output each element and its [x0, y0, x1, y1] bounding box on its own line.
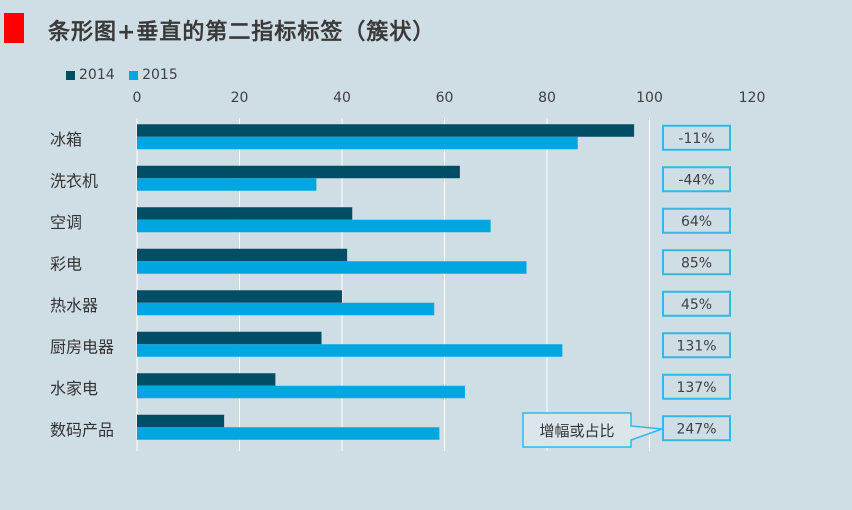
metric-label-box [662, 207, 731, 234]
x-tick-label: 0 [133, 90, 142, 106]
metric-label-box [662, 249, 731, 276]
category-label: 数码产品 [50, 420, 114, 439]
metric-label-box [662, 124, 731, 151]
bar-2015 [137, 385, 465, 399]
metric-label-box [662, 415, 731, 442]
legend-label-2015: 2015 [142, 67, 178, 83]
category-label: 水家电 [50, 379, 98, 398]
bar-2015 [137, 136, 578, 150]
bar-2015 [137, 344, 563, 357]
bar-2015 [137, 178, 317, 191]
legend-label-2014: 2014 [79, 67, 115, 83]
x-tick-label: 40 [333, 90, 351, 106]
title-marker [4, 13, 24, 43]
x-tick-label: 100 [636, 90, 663, 106]
legend: 2014 2015 [66, 67, 188, 84]
bar-2015 [137, 219, 491, 233]
bar-2014 [137, 373, 276, 386]
legend-swatch-2014 [66, 70, 75, 80]
metric-label-box [662, 332, 731, 359]
bar-2015 [137, 261, 527, 274]
x-tick-label: 80 [538, 90, 556, 106]
metric-label-box [662, 373, 731, 400]
bar-2014 [137, 124, 635, 137]
bar-2014 [137, 165, 460, 179]
metric-label: 45% [681, 297, 712, 313]
callout-bubble [522, 412, 663, 448]
metric-label: 64% [681, 214, 712, 230]
metric-label: 137% [676, 380, 716, 396]
legend-swatch-2015 [129, 70, 139, 80]
legend-item-2014: 2014 [66, 67, 115, 83]
metric-label: -44% [678, 172, 714, 188]
category-label: 热水器 [50, 296, 98, 315]
bar-2015 [137, 302, 435, 316]
x-tick-label: 60 [436, 90, 454, 106]
callout-text: 增幅或占比 [539, 422, 614, 440]
chart-title: 条形图+垂直的第二指标标签（簇状） [48, 20, 436, 45]
metric-label-box [662, 290, 731, 317]
category-label: 冰箱 [50, 130, 82, 149]
metric-label: 131% [676, 338, 716, 354]
bar-2015 [137, 427, 440, 440]
category-label: 厨房电器 [50, 337, 114, 356]
category-label: 彩电 [50, 254, 82, 273]
metric-label: -11% [678, 131, 714, 147]
legend-item-2015: 2015 [129, 67, 178, 83]
metric-label: 247% [676, 421, 716, 437]
metric-label: 85% [681, 255, 712, 271]
metric-label-box [662, 166, 731, 193]
x-tick-label: 120 [739, 90, 766, 106]
category-label: 空调 [50, 213, 82, 232]
bar-2014 [137, 290, 342, 303]
bar-2014 [137, 207, 353, 220]
bar-2014 [137, 331, 322, 345]
bar-2014 [137, 414, 225, 428]
bar-2014 [137, 248, 348, 262]
x-tick-label: 20 [231, 90, 249, 106]
category-label: 洗衣机 [50, 171, 98, 190]
